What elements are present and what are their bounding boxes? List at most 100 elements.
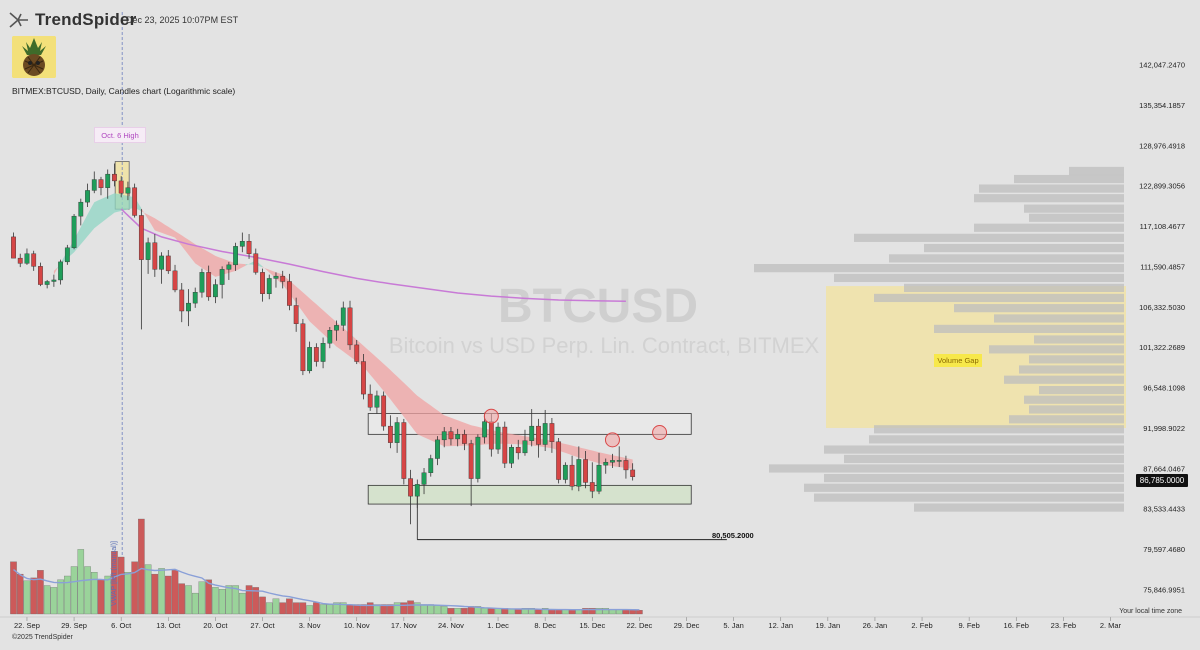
volume-bar <box>481 608 488 615</box>
volume-profile-bar <box>1024 395 1124 404</box>
timezone-note[interactable]: Your local time zone <box>1119 608 1182 615</box>
volume-bar <box>286 598 293 615</box>
candle-up <box>125 187 131 194</box>
x-axis-tick-label: 29. Sep <box>61 621 87 630</box>
volume-bar <box>165 575 172 615</box>
volume-profile-bar <box>1039 385 1124 395</box>
volume-bar <box>252 587 260 615</box>
volume-bar <box>373 604 381 615</box>
volume-profile-bar <box>974 194 1124 203</box>
volume-bar <box>144 564 152 615</box>
candle-down <box>31 253 37 267</box>
volume-bar <box>636 610 643 615</box>
volume-bar <box>582 608 589 615</box>
volume-bar <box>265 602 273 615</box>
volume-bar <box>414 602 421 615</box>
candle-down <box>361 361 366 395</box>
volume-gap-label: Volume Gap <box>934 354 982 367</box>
volume-bar <box>272 598 280 615</box>
candle-up <box>239 241 245 247</box>
x-axis-tick-label: 26. Jan <box>863 621 888 630</box>
candle-up <box>455 434 461 440</box>
candle-up <box>421 472 427 485</box>
volume-profile-bar <box>824 473 1124 483</box>
candle-up <box>495 426 501 450</box>
y-axis-tick-label: 83,533.4433 <box>1143 505 1185 514</box>
candle-down <box>549 423 555 442</box>
candle-up <box>327 330 333 344</box>
candle-up <box>576 459 582 487</box>
volume-bar <box>178 583 185 615</box>
candle-down <box>152 242 158 270</box>
volume-bar <box>205 579 212 615</box>
volume-profile-bar <box>1009 415 1124 424</box>
candle-down <box>38 266 43 285</box>
volume-bar <box>239 592 246 615</box>
volume-profile-bar <box>834 273 1124 283</box>
volume-bar <box>91 572 98 615</box>
candle-up <box>320 343 326 362</box>
volume-profile-bar <box>1029 405 1124 414</box>
volume-bar <box>292 602 300 615</box>
y-axis-tick-label: 75,846.9951 <box>1143 586 1185 595</box>
candle-up <box>340 307 346 326</box>
candle-down <box>132 187 138 216</box>
y-axis-tick-label: 117,108.4677 <box>1140 222 1185 231</box>
volume-bar <box>306 605 313 615</box>
candle-up <box>562 464 568 480</box>
x-axis-tick-label: 6. Oct <box>111 621 132 630</box>
candle-down <box>98 179 104 188</box>
volume-bar <box>366 602 374 615</box>
candle-down <box>556 441 562 480</box>
volume-profile-bar <box>924 243 1124 253</box>
logo-icon <box>9 12 28 28</box>
pineapple-icon <box>12 36 56 78</box>
candle-up <box>226 264 232 270</box>
oct6-high-label: Oct. 6 High <box>94 127 146 143</box>
volume-bar <box>360 604 367 615</box>
symbol-description: BITMEX:BTCUSD, Daily, Candles chart (Log… <box>12 86 236 96</box>
volume-profile-bar <box>1069 166 1124 176</box>
candle-up <box>441 431 447 441</box>
vwap-label: VWAP [left (manual)] <box>111 541 118 606</box>
x-axis-tick-label: 23. Feb <box>1051 621 1076 630</box>
trendspider-logo[interactable]: TrendSpider <box>8 10 136 30</box>
candle-down <box>300 323 306 372</box>
y-axis-tick-label: 87,664.0467 <box>1143 464 1185 473</box>
ema-ribbon-bull <box>57 193 142 269</box>
x-axis-tick-label: 15. Dec <box>579 621 605 630</box>
candle-up <box>186 302 191 312</box>
x-axis-tick-label: 10. Nov <box>344 621 370 630</box>
candle-up <box>475 436 481 479</box>
candle-up <box>91 179 97 191</box>
volume-bar <box>138 518 145 615</box>
volume-profile-bar <box>1014 174 1124 184</box>
volume-bar <box>407 600 414 615</box>
candle-up <box>64 247 70 263</box>
user-avatar[interactable] <box>12 36 56 78</box>
x-axis-tick-label: 1. Dec <box>487 621 509 630</box>
candle-up <box>24 253 30 264</box>
y-axis-tick-label: 96,548.1098 <box>1143 384 1185 393</box>
candle-down <box>138 215 144 260</box>
candle-down <box>118 180 124 194</box>
candle-down <box>246 241 252 254</box>
volume-bar <box>353 604 360 615</box>
volume-bar <box>326 604 334 615</box>
volume-bar <box>521 608 529 615</box>
volume-profile-bar <box>1024 204 1124 213</box>
ema-ribbon-bear <box>53 267 58 275</box>
volume-bar <box>313 602 320 615</box>
volume-profile-bar <box>769 464 1124 473</box>
y-axis-tick-label: 101,322.2689 <box>1139 343 1185 352</box>
candle-up <box>266 278 272 294</box>
x-axis-tick-label: 2. Mar <box>1100 621 1122 630</box>
volume-bar <box>393 602 401 615</box>
volume-bar <box>84 566 91 615</box>
candle-up <box>51 279 57 282</box>
candle-down <box>112 173 117 182</box>
volume-bar <box>37 570 44 615</box>
candle-up <box>435 439 440 459</box>
